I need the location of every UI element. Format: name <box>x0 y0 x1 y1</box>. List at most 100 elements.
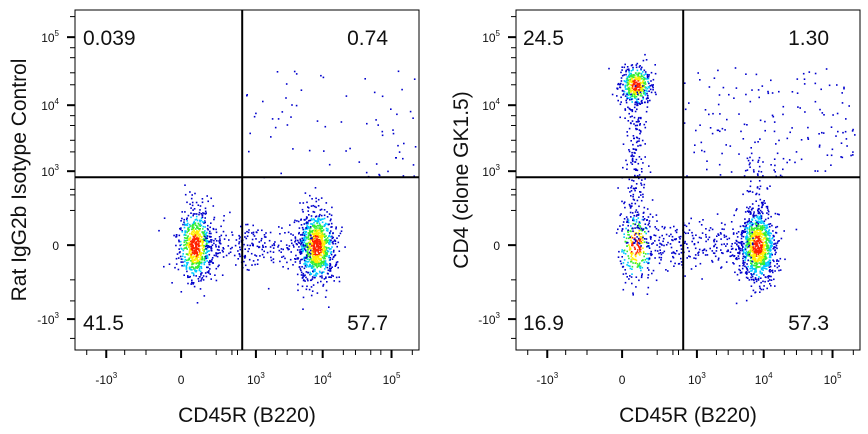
event-dot <box>625 237 628 240</box>
event-dot <box>694 254 697 256</box>
event-dot <box>649 171 652 173</box>
event-dot <box>323 240 325 242</box>
event-dot <box>635 90 638 93</box>
event-dot <box>627 106 629 109</box>
event-dot <box>329 263 332 266</box>
event-dot <box>740 240 743 243</box>
event-dot <box>646 267 649 269</box>
event-dot <box>709 227 712 229</box>
event-dot <box>636 62 639 65</box>
event-dot <box>313 251 315 253</box>
event-dot <box>304 233 306 235</box>
event-dot <box>302 308 304 310</box>
event-dot <box>762 161 764 163</box>
event-dot <box>163 265 165 268</box>
event-dot <box>644 86 646 88</box>
event-dot <box>324 222 327 225</box>
event-dot <box>314 268 316 271</box>
event-dot <box>631 115 633 118</box>
event-dot <box>319 262 322 265</box>
event-dot <box>317 238 319 241</box>
event-dot <box>184 184 186 186</box>
event-dot <box>763 233 765 236</box>
event-dot <box>187 275 189 277</box>
event-dot <box>650 80 652 82</box>
event-dot <box>305 288 308 291</box>
event-dot <box>294 236 297 238</box>
event-dot <box>215 245 217 248</box>
event-dot <box>312 265 315 268</box>
event-dot <box>328 276 330 278</box>
event-dot <box>624 88 627 90</box>
event-dot <box>315 265 318 267</box>
event-dot <box>675 231 678 234</box>
event-dot <box>644 259 647 261</box>
event-dot <box>718 163 721 166</box>
event-dot <box>751 232 753 235</box>
event-dot <box>761 202 764 205</box>
event-dot <box>302 276 304 278</box>
event-dot <box>237 258 239 260</box>
event-dot <box>632 223 635 225</box>
event-dot <box>278 226 280 228</box>
event-dot <box>750 267 752 270</box>
event-dot <box>321 247 323 250</box>
event-dot <box>765 252 767 254</box>
event-dot <box>772 115 775 118</box>
event-dot <box>631 273 633 275</box>
event-dot <box>658 262 661 265</box>
event-dot <box>193 226 195 229</box>
event-dot <box>619 260 622 262</box>
event-dot <box>296 257 299 259</box>
event-dot <box>722 86 725 89</box>
event-dot <box>191 194 193 196</box>
event-dot <box>313 240 315 243</box>
event-dot <box>620 262 623 265</box>
event-dot <box>330 252 332 255</box>
event-dot <box>302 239 305 241</box>
event-dot <box>307 271 309 274</box>
event-dot <box>199 288 202 290</box>
event-dot <box>205 241 208 243</box>
event-dot <box>773 158 776 160</box>
event-dot <box>304 274 306 276</box>
event-dot <box>321 275 323 277</box>
event-dot <box>200 239 203 241</box>
event-dot <box>768 275 770 277</box>
event-dot <box>646 293 649 295</box>
event-dot <box>628 237 630 240</box>
event-dot <box>177 257 180 259</box>
event-dot <box>631 87 634 89</box>
event-dot <box>638 140 640 142</box>
event-dot <box>752 246 754 249</box>
event-dot <box>623 236 625 238</box>
event-dot <box>629 205 631 207</box>
x-axis-title: CD45R (B220) <box>619 404 757 427</box>
event-dot <box>291 242 293 245</box>
event-dot <box>259 255 261 257</box>
event-dot <box>748 279 751 281</box>
event-dot <box>326 253 328 255</box>
event-dot <box>258 246 261 248</box>
event-dot <box>671 235 674 238</box>
event-dot <box>641 139 644 142</box>
event-dot <box>300 258 302 261</box>
event-dot <box>755 261 758 264</box>
event-dot <box>196 237 198 239</box>
event-dot <box>635 93 637 96</box>
event-dot <box>214 274 216 276</box>
event-dot <box>629 211 632 214</box>
event-dot <box>636 90 639 92</box>
event-dot <box>768 237 771 239</box>
y-tick-exponent: 4 <box>55 97 60 106</box>
event-dot <box>644 126 647 129</box>
event-dot <box>649 85 651 87</box>
event-dot <box>744 218 746 220</box>
event-dot <box>305 236 308 239</box>
event-dot <box>764 218 767 221</box>
event-dot <box>205 254 208 257</box>
event-dot <box>219 238 221 240</box>
event-dot <box>257 229 259 231</box>
event-dot <box>636 243 638 246</box>
event-dot <box>642 71 644 73</box>
